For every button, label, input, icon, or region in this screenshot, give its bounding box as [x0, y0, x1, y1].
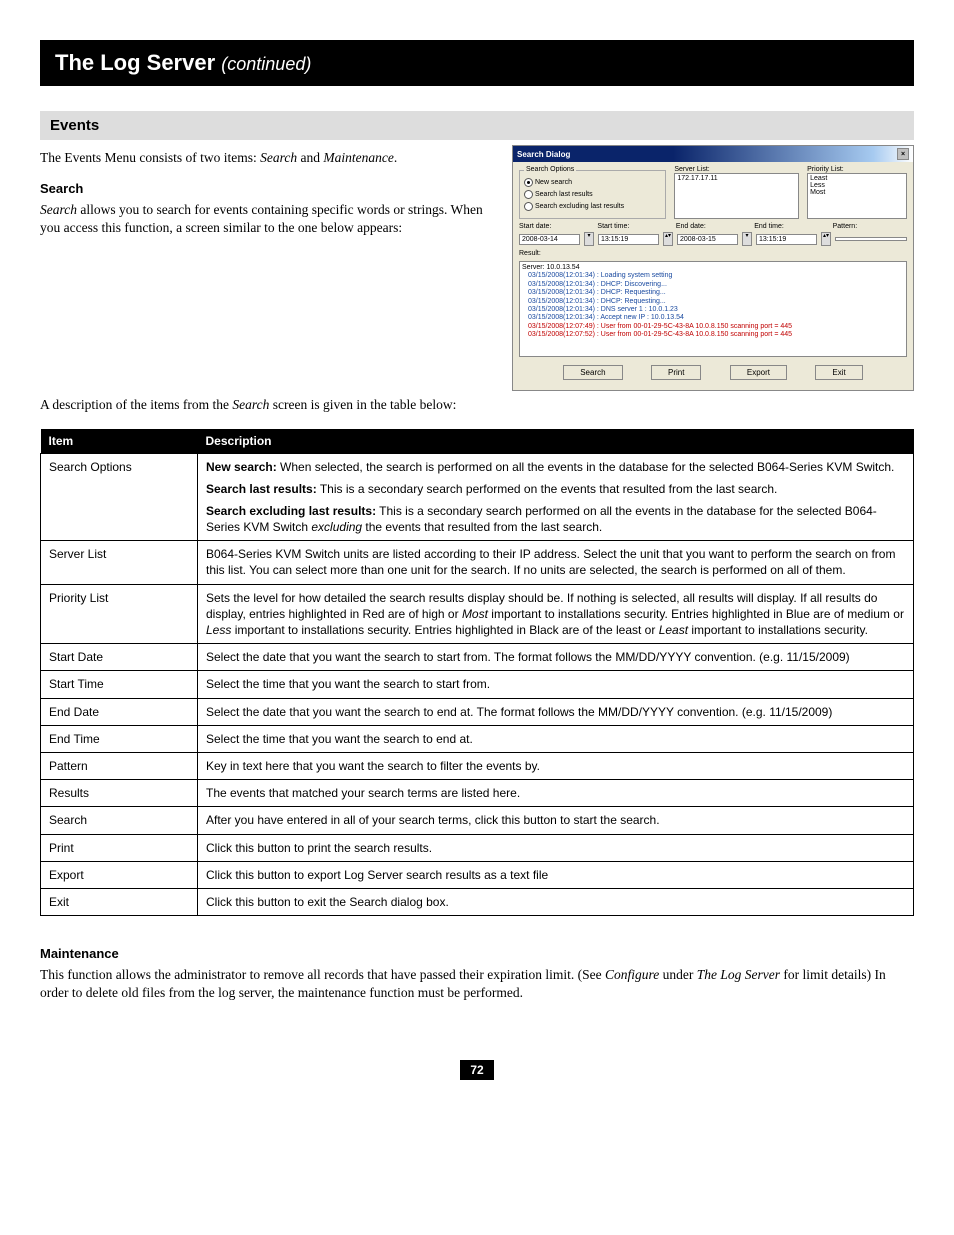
- events-header: Events: [40, 111, 914, 140]
- desc-cell: Sets the level for how detailed the sear…: [198, 584, 914, 644]
- result-server: Server: 10.0.13.54: [522, 264, 904, 272]
- result-row: 03/15/2008(12:07:52) : User from 00-01-2…: [522, 331, 904, 339]
- item-cell: End Time: [41, 725, 198, 752]
- desc-cell: Click this button to exit the Search dia…: [198, 888, 914, 915]
- desc-cell: Key in text here that you want the searc…: [198, 752, 914, 779]
- page-title: The Log Server (continued): [40, 40, 914, 86]
- maintenance-heading: Maintenance: [40, 946, 914, 961]
- item-cell: End Date: [41, 698, 198, 725]
- desc-cell: Select the time that you want the search…: [198, 725, 914, 752]
- radio-new-search[interactable]: New search: [524, 178, 661, 187]
- desc-cell: The events that matched your search term…: [198, 780, 914, 807]
- result-row: 03/15/2008(12:01:34) : DNS server 1 : 10…: [522, 306, 904, 314]
- result-row: 03/15/2008(12:07:49) : User from 00-01-2…: [522, 323, 904, 331]
- item-cell: Search: [41, 807, 198, 834]
- export-button[interactable]: Export: [730, 365, 787, 380]
- desc-cell: Select the date that you want the search…: [198, 644, 914, 671]
- radio-dot-icon: [524, 178, 533, 187]
- table-row: Start DateSelect the date that you want …: [41, 644, 914, 671]
- desc-cell: Select the time that you want the search…: [198, 671, 914, 698]
- radio-last-results[interactable]: Search last results: [524, 190, 661, 199]
- search-heading: Search: [40, 181, 492, 196]
- table-row: ExitClick this button to exit the Search…: [41, 888, 914, 915]
- end-date-label: End date:: [676, 223, 750, 230]
- item-cell: Results: [41, 780, 198, 807]
- item-cell: Server List: [41, 541, 198, 584]
- table-row: Server ListB064-Series KVM Switch units …: [41, 541, 914, 584]
- result-box[interactable]: Server: 10.0.13.54 03/15/2008(12:01:34) …: [519, 261, 907, 357]
- radio-excluding-last[interactable]: Search excluding last results: [524, 202, 661, 211]
- start-time-label: Start time:: [597, 223, 671, 230]
- item-cell: Export: [41, 861, 198, 888]
- end-time-label: End time:: [754, 223, 828, 230]
- maintenance-body: This function allows the administrator t…: [40, 966, 914, 1001]
- start-date-label: Start date:: [519, 223, 593, 230]
- item-cell: Pattern: [41, 752, 198, 779]
- item-cell: Start Time: [41, 671, 198, 698]
- result-row: 03/15/2008(12:01:34) : DHCP: Discovering…: [522, 281, 904, 289]
- radio-dot-icon: [524, 202, 533, 211]
- priority-list-label: Priority List:: [807, 166, 907, 173]
- item-cell: Print: [41, 834, 198, 861]
- table-row: SearchAfter you have entered in all of y…: [41, 807, 914, 834]
- page-number: 72: [40, 1061, 914, 1109]
- dialog-titlebar: Search Dialog ×: [513, 146, 913, 162]
- priority-list-box[interactable]: Least Less Most: [807, 173, 907, 219]
- item-cell: Search Options: [41, 453, 198, 541]
- result-label: Result:: [519, 250, 907, 257]
- spinner-icon[interactable]: ▴▾: [821, 232, 831, 246]
- table-row: Start TimeSelect the time that you want …: [41, 671, 914, 698]
- table-row: Priority ListSets the level for how deta…: [41, 584, 914, 644]
- col-desc-header: Description: [198, 429, 914, 454]
- result-row: 03/15/2008(12:01:34) : Accept new IP : 1…: [522, 314, 904, 322]
- start-time-input[interactable]: 13:15:19: [598, 234, 659, 245]
- table-row: End TimeSelect the time that you want th…: [41, 725, 914, 752]
- title-continued: (continued): [221, 54, 311, 74]
- table-row: PatternKey in text here that you want th…: [41, 752, 914, 779]
- dropdown-icon[interactable]: ▾: [584, 232, 594, 246]
- table-row: Search OptionsNew search: When selected,…: [41, 453, 914, 541]
- pattern-label: Pattern:: [833, 223, 907, 230]
- result-row: 03/15/2008(12:01:34) : DHCP: Requesting.…: [522, 298, 904, 306]
- desc-cell: New search: When selected, the search is…: [198, 453, 914, 541]
- close-icon[interactable]: ×: [897, 148, 909, 160]
- end-date-input[interactable]: 2008-03-15: [677, 234, 738, 245]
- table-row: End DateSelect the date that you want th…: [41, 698, 914, 725]
- spinner-icon[interactable]: ▴▾: [663, 232, 673, 246]
- table-row: ResultsThe events that matched your sear…: [41, 780, 914, 807]
- search-body: Search allows you to search for events c…: [40, 201, 492, 236]
- table-row: PrintClick this button to print the sear…: [41, 834, 914, 861]
- desc-cell: Select the date that you want the search…: [198, 698, 914, 725]
- col-item-header: Item: [41, 429, 198, 454]
- item-cell: Start Date: [41, 644, 198, 671]
- desc-cell: Click this button to export Log Server s…: [198, 861, 914, 888]
- end-time-input[interactable]: 13:15:19: [756, 234, 817, 245]
- server-list-label: Server List:: [674, 166, 799, 173]
- item-cell: Exit: [41, 888, 198, 915]
- start-date-input[interactable]: 2008-03-14: [519, 234, 580, 245]
- desc-cell: Click this button to print the search re…: [198, 834, 914, 861]
- search-dialog: Search Dialog × Search Options New searc…: [512, 145, 914, 391]
- table-intro: A description of the items from the Sear…: [40, 396, 914, 414]
- pattern-input[interactable]: [835, 237, 907, 241]
- events-intro: The Events Menu consists of two items: S…: [40, 150, 492, 166]
- table-row: ExportClick this button to export Log Se…: [41, 861, 914, 888]
- desc-cell: After you have entered in all of your se…: [198, 807, 914, 834]
- result-row: 03/15/2008(12:01:34) : Loading system se…: [522, 272, 904, 280]
- result-row: 03/15/2008(12:01:34) : DHCP: Requesting.…: [522, 289, 904, 297]
- search-button[interactable]: Search: [563, 365, 622, 380]
- radio-dot-icon: [524, 190, 533, 199]
- desc-cell: B064-Series KVM Switch units are listed …: [198, 541, 914, 584]
- print-button[interactable]: Print: [651, 365, 701, 380]
- description-table: Item Description Search OptionsNew searc…: [40, 429, 914, 917]
- title-main: The Log Server: [55, 50, 215, 75]
- dropdown-icon[interactable]: ▾: [742, 232, 752, 246]
- item-cell: Priority List: [41, 584, 198, 644]
- search-options-legend: Search Options: [524, 166, 576, 173]
- exit-button[interactable]: Exit: [815, 365, 862, 380]
- server-list-box[interactable]: 172.17.17.11: [674, 173, 799, 219]
- dialog-title-text: Search Dialog: [517, 150, 570, 159]
